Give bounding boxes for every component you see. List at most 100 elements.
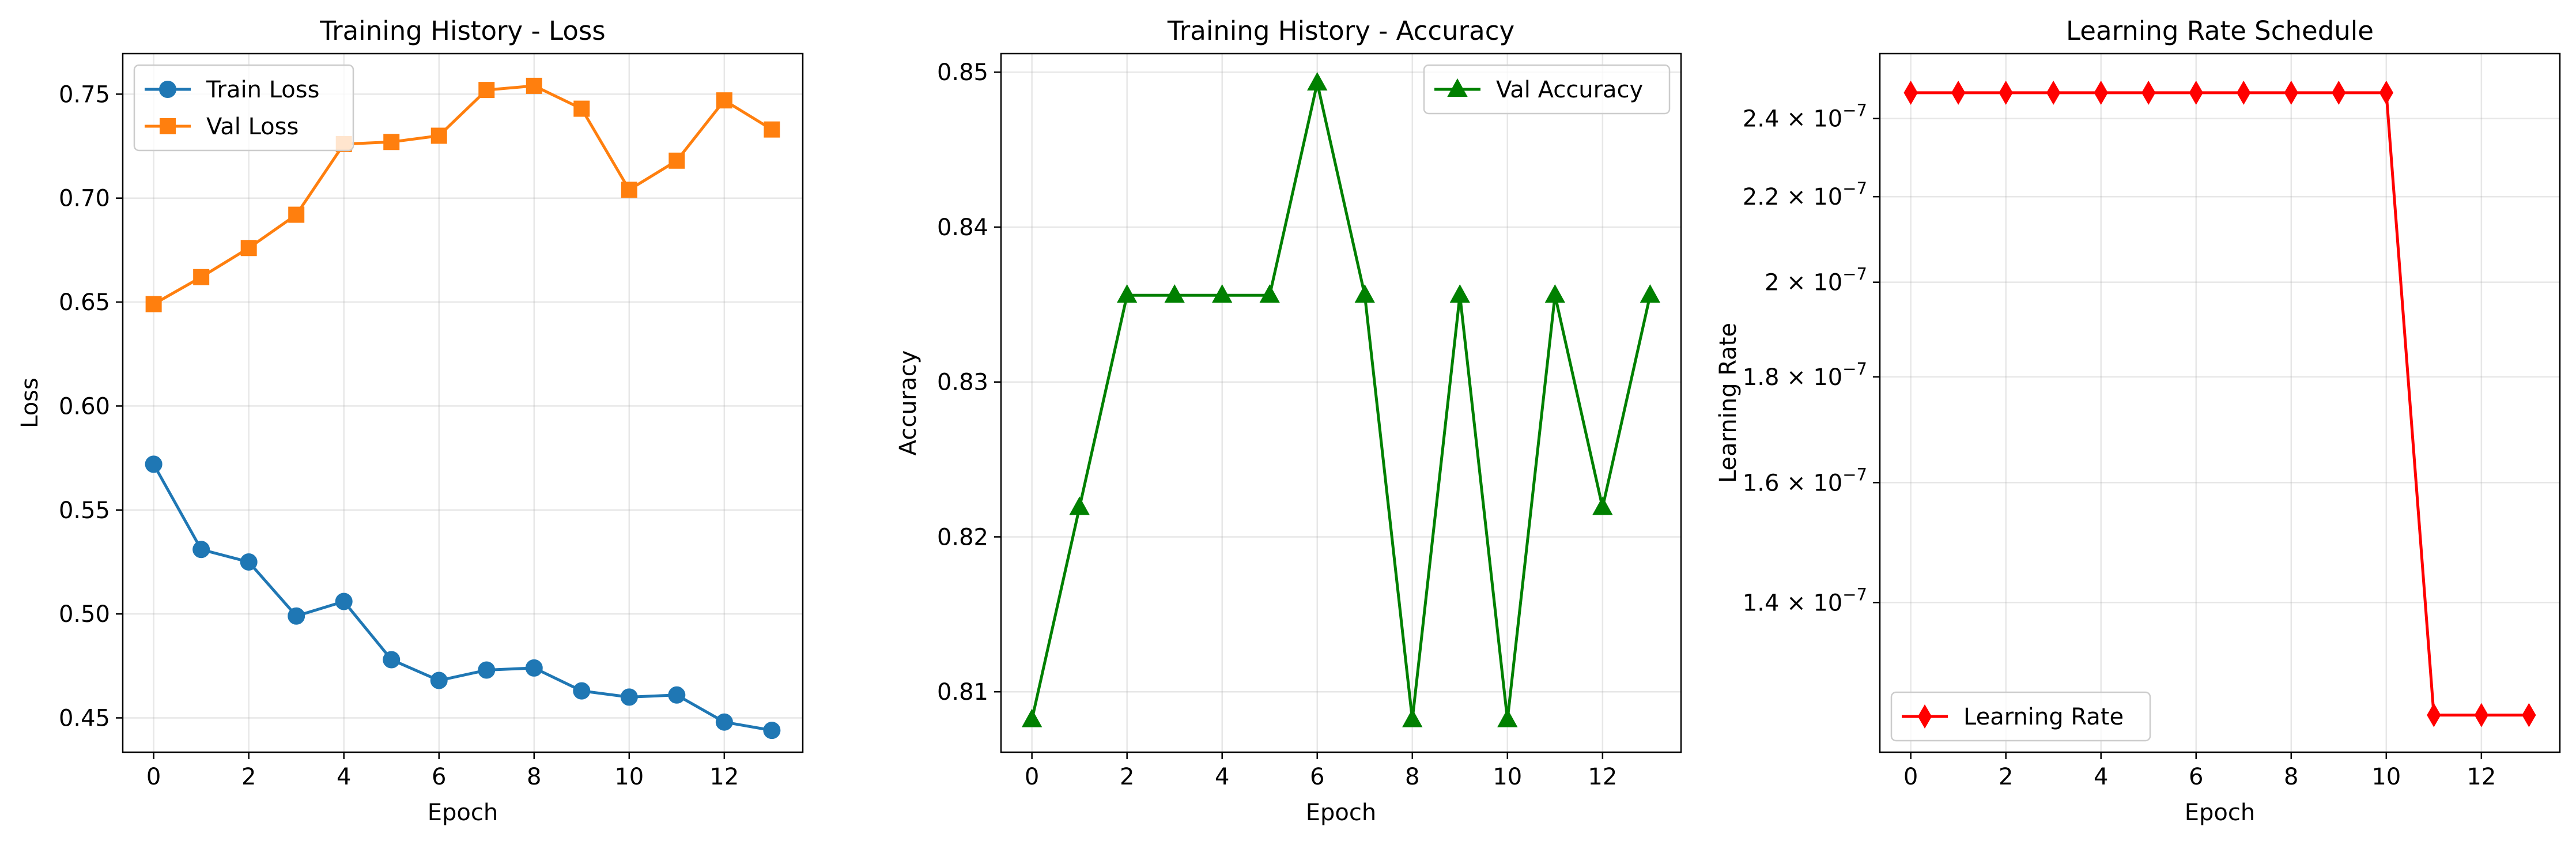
data-point [1999,80,2013,105]
data-point [763,722,781,740]
data-point [621,182,637,198]
data-point [2332,80,2346,105]
x-tick-label: 4 [337,764,351,790]
data-point [193,269,210,285]
data-point [1116,284,1138,303]
legend-marker [1447,78,1468,97]
y-tick-label: 2 × 10−7 [1765,265,1867,296]
data-point [668,686,686,704]
data-point [478,661,496,679]
x-tick-label: 4 [1215,764,1229,790]
chart-panel-2: 0 2 4 6 8 10 12 0.81 0.82 0.83 0.84 0.85 Training Hi… [895,16,1682,826]
y-tick-label: 2.4 × 10−7 [1743,101,1867,133]
y-tick-label: 1.4 × 10−7 [1743,584,1867,616]
data-point [335,593,353,610]
data-point [1164,284,1185,303]
data-point [1259,284,1280,303]
data-point [383,134,400,150]
data-point [2237,80,2251,105]
x-tick-label: 0 [1025,764,1039,790]
legend-label: Train Loss [206,77,319,103]
y-axis-label: Learning Rate [1715,323,1742,483]
chart-panel-3: 0 2 4 6 8 10 12 1.4 × 10−7 1.6 × 10−7 1.8 × 10−7 2… [1715,16,2561,826]
legend-marker [160,118,176,134]
data-point [668,152,685,169]
data-point [715,713,733,731]
data-point [1903,80,1918,105]
data-point [716,92,732,109]
chart-title: Learning Rate Schedule [2066,16,2374,46]
legend: Val Accuracy [1423,64,1671,115]
chart-title: Training History - Accuracy [1167,16,1514,46]
data-point [430,672,448,689]
legend-box [1423,64,1671,115]
y-tick-label: 0.81 [937,679,988,706]
legend: Train Loss Val Loss [133,64,354,152]
data-point [1069,496,1090,515]
series-line [1030,81,1652,722]
x-tick-label: 2 [1120,764,1134,790]
data-point [478,82,495,99]
y-tick-label: 0.60 [59,393,110,420]
x-tick-label: 6 [1310,764,1324,790]
x-tick-label: 0 [146,764,161,790]
y-tick-label: 0.84 [937,214,988,241]
x-tick-label: 2 [241,764,256,790]
y-tick-label: 2.2 × 10−7 [1743,179,1867,210]
legend-label: Val Accuracy [1496,77,1643,103]
y-tick-label: 1.6 × 10−7 [1743,465,1867,496]
x-tick-label: 6 [432,764,446,790]
y-tick-label: 0.75 [59,81,110,108]
x-tick-label: 12 [2467,764,2496,790]
data-point [526,77,542,94]
y-tick-label: 0.50 [59,601,110,628]
x-tick-label: 6 [2189,764,2203,790]
data-point [145,296,162,312]
data-point [430,127,447,144]
y-axis-label: Accuracy [895,350,921,456]
x-tick-label: 8 [1405,764,1419,790]
data-point [2141,80,2156,105]
x-tick-label: 10 [614,764,644,790]
chart-panel-1: 0 2 4 6 8 10 12 0.45 0.50 0.55 0.60 0.65 0.70 0.75 Tra… [17,16,804,826]
data-point [1354,284,1375,303]
data-point [383,651,401,669]
data-point [288,607,305,625]
data-point [1402,708,1423,727]
legend-marker [159,81,176,98]
plot-frame [1879,52,2561,753]
x-axis-label: Epoch [2185,799,2255,826]
data-point [2379,80,2393,105]
data-point [764,121,780,138]
x-tick-label: 8 [2284,764,2298,790]
data-point [620,688,638,706]
y-tick-label: 0.65 [59,289,110,316]
plot-frame [122,52,804,753]
y-tick-label: 0.83 [937,369,988,396]
x-tick-label: 12 [1588,764,1617,790]
chart-title: Training History - Loss [319,16,606,46]
data-point [2284,80,2298,105]
data-point [1640,284,1661,303]
data-point [2474,703,2489,727]
y-tick-label: 1.8 × 10−7 [1743,359,1867,391]
data-point [1497,708,1518,727]
data-point [1951,80,1966,105]
x-tick-label: 0 [1903,764,1918,790]
data-point [240,240,257,256]
data-point [2094,80,2108,105]
data-point [2522,703,2536,727]
data-point [1021,708,1043,727]
data-point [288,206,305,223]
x-axis-label: Epoch [428,799,498,826]
y-tick-label: 0.45 [59,705,110,731]
x-tick-label: 4 [2094,764,2108,790]
data-point [573,100,590,117]
y-tick-label: 0.82 [937,524,988,550]
data-point [2427,703,2441,727]
x-tick-label: 10 [1493,764,1522,790]
legend-label: Val Loss [206,114,299,140]
data-point [145,455,163,473]
data-point [1307,71,1328,91]
plot-frame [1000,52,1682,753]
